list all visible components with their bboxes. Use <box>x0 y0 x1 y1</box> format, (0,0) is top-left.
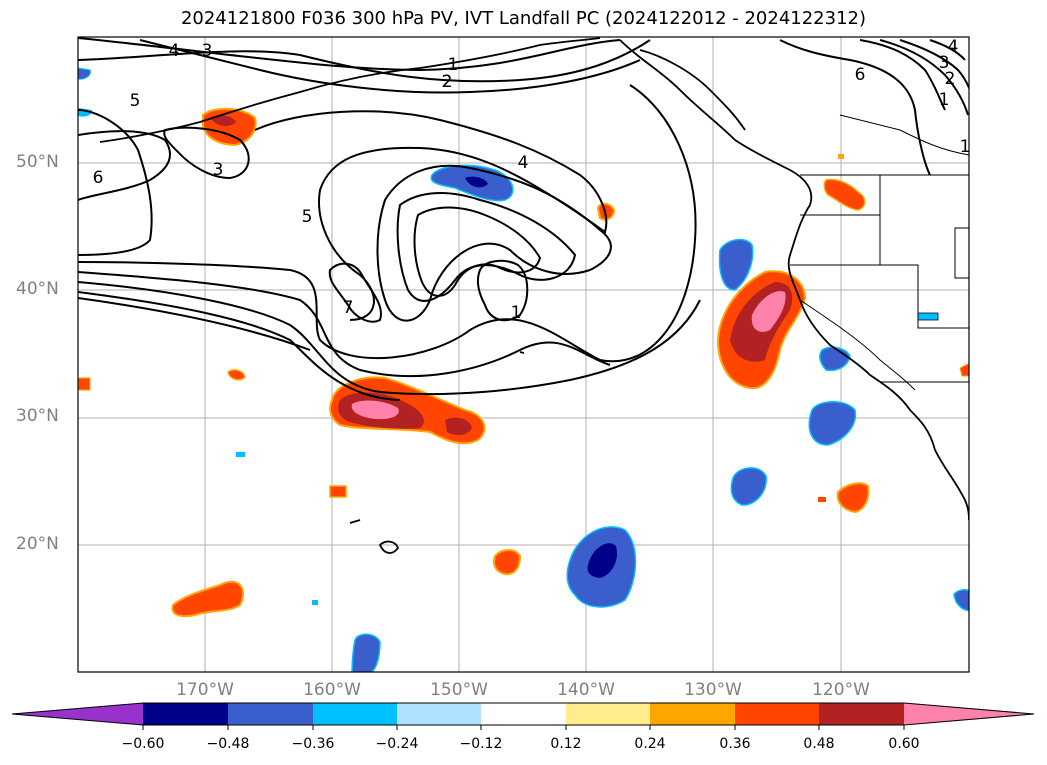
lon-tick: 170°W <box>176 680 234 700</box>
contour-label: 1 <box>448 55 459 75</box>
contour-label: 4 <box>948 37 959 57</box>
pv-contours <box>78 37 969 401</box>
colorbar-seg <box>143 703 228 725</box>
colorbar-tick: 0.36 <box>719 736 751 752</box>
contour-label: 1 <box>939 90 950 110</box>
negative-anomalies <box>78 67 969 672</box>
lon-tick: 150°W <box>430 680 488 700</box>
contour-label: 1 <box>960 137 971 157</box>
contour-label: 3 <box>213 160 224 180</box>
positive-anomalies <box>78 107 969 618</box>
colorbar-seg <box>819 703 904 725</box>
contour-label: 3 <box>939 53 950 73</box>
contour-label: 4 <box>169 41 180 61</box>
contour-label: 5 <box>302 207 313 227</box>
contour-label: 2 <box>442 72 453 92</box>
colorbar-tick: 0.12 <box>550 736 582 752</box>
lon-tick: 160°W <box>303 680 361 700</box>
colorbar <box>11 702 1035 730</box>
contour-label: 6 <box>855 65 866 85</box>
colorbar-seg <box>397 703 481 725</box>
contour-label: 3 <box>202 41 213 61</box>
colorbar-tick: −0.60 <box>121 736 165 752</box>
colorbar-seg <box>481 703 566 725</box>
coastlines <box>99 37 969 554</box>
lat-tick: 20°N <box>16 534 59 554</box>
borders <box>790 114 969 391</box>
colorbar-tick: 0.24 <box>634 736 666 752</box>
colorbar-tick: −0.48 <box>206 736 250 752</box>
colorbar-tick: −0.36 <box>291 736 335 752</box>
contour-label: 2 <box>945 69 956 89</box>
map-title: 2024121800 F036 300 hPa PV, IVT Landfall… <box>180 8 867 29</box>
lon-tick: 120°W <box>812 680 870 700</box>
colorbar-seg <box>228 703 313 725</box>
contour-label: 5 <box>130 91 141 111</box>
colorbar-extend-left <box>12 703 143 725</box>
contour-labels: 1 2 3 4 5 6 7 1 2 3 4 5 6 1 1 2 3 4 <box>93 37 971 323</box>
contour-label: 7 <box>343 298 354 318</box>
colorbar-tick: 0.60 <box>888 736 920 752</box>
colorbar-seg <box>650 703 735 725</box>
colorbar-tick: 0.48 <box>803 736 835 752</box>
map-frame <box>77 36 970 673</box>
lon-tick: 130°W <box>684 680 742 700</box>
lat-tick: 40°N <box>16 279 59 299</box>
contour-label: 2 <box>442 72 453 92</box>
lon-tick: 140°W <box>557 680 615 700</box>
contour-label: 4 <box>518 153 529 173</box>
colorbar-extend-right <box>904 703 1034 725</box>
colorbar-seg <box>735 703 819 725</box>
contour-label: 1 <box>511 303 522 323</box>
colorbar-tick: −0.24 <box>375 736 419 752</box>
colorbar-seg <box>566 703 650 725</box>
lat-tick: 50°N <box>16 152 59 172</box>
lat-tick: 30°N <box>16 406 59 426</box>
colorbar-seg <box>313 703 397 725</box>
contour-label: 6 <box>93 168 104 188</box>
colorbar-tick: −0.12 <box>459 736 503 752</box>
